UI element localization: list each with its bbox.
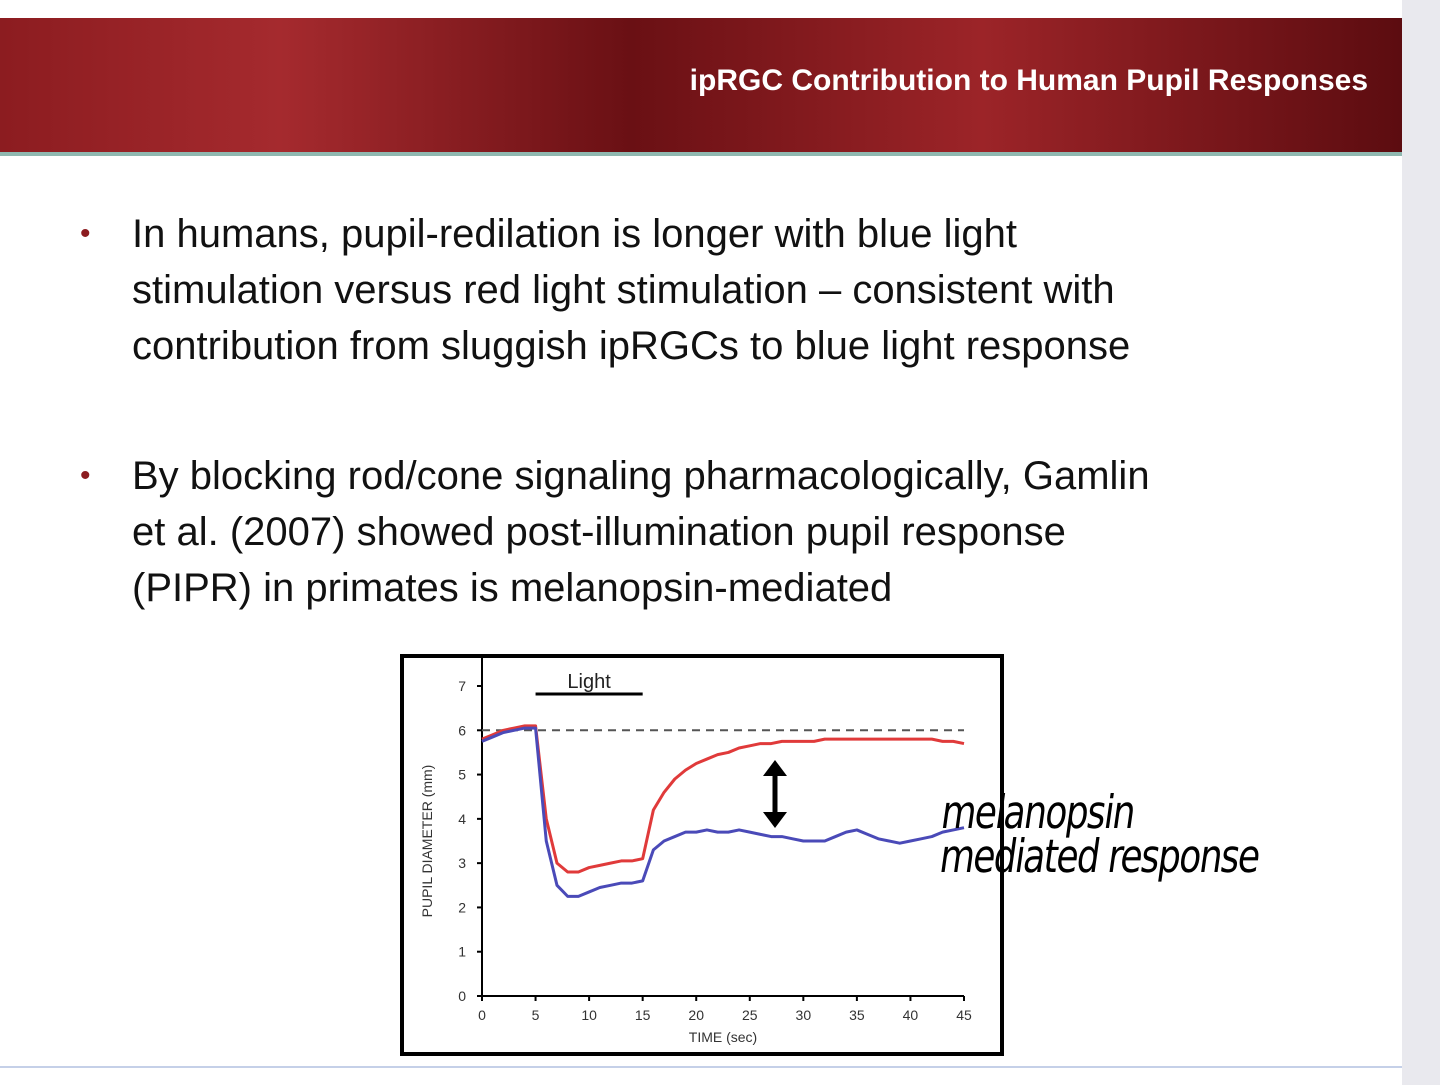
y-tick-label: 7 <box>458 678 466 694</box>
x-tick-label: 15 <box>635 1007 651 1023</box>
bullet-line: contribution from sluggish ipRGCs to blu… <box>132 324 1131 368</box>
note-line: melanopsin <box>938 785 1138 839</box>
x-tick-label: 10 <box>581 1007 597 1023</box>
note-line: mediated response <box>936 829 1263 883</box>
bullet-line: et al. (2007) showed post-illumination p… <box>132 510 1066 554</box>
x-tick-label: 30 <box>796 1007 812 1023</box>
x-axis-label: TIME (sec) <box>689 1029 757 1045</box>
x-tick-label: 25 <box>742 1007 758 1023</box>
chart-frame <box>400 654 1004 1056</box>
bullet-line: By blocking rod/cone signaling pharmacol… <box>132 454 1150 498</box>
handwritten-note: melanopsin mediated response <box>933 785 1269 883</box>
y-tick-label: 6 <box>458 722 466 738</box>
x-tick-label: 45 <box>956 1007 972 1023</box>
x-tick-label: 40 <box>903 1007 919 1023</box>
slide-title: ipRGC Contribution to Human Pupil Respon… <box>689 64 1368 97</box>
y-tick-label: 2 <box>458 899 466 915</box>
x-tick-label: 20 <box>688 1007 704 1023</box>
y-tick-label: 4 <box>458 811 466 827</box>
x-tick-label: 0 <box>478 1007 486 1023</box>
y-tick-label: 0 <box>458 988 466 1004</box>
bullet-dot: • <box>80 459 91 492</box>
bullet-dot: • <box>80 217 91 250</box>
bullet: • In humans, pupil-redilation is longer … <box>80 206 1130 374</box>
side-strip <box>1402 0 1440 1085</box>
y-axis-label: PUPIL DIAMETER (mm) <box>419 765 435 918</box>
light-label: Light <box>567 671 611 693</box>
difference-arrow <box>763 760 787 828</box>
header-band: ipRGC Contribution to Human Pupil Respon… <box>0 18 1402 156</box>
footer-line <box>0 1066 1402 1068</box>
bullet-line: (PIPR) in primates is melanopsin-mediate… <box>132 566 893 610</box>
series-line <box>481 726 965 898</box>
y-tick-label: 1 <box>458 944 466 960</box>
y-tick-label: 3 <box>458 855 466 871</box>
x-tick-label: 35 <box>849 1007 865 1023</box>
bullet-line: stimulation versus red light stimulation… <box>132 268 1115 312</box>
y-tick-label: 5 <box>458 767 466 783</box>
series-line <box>481 724 965 874</box>
bullet-line: In humans, pupil-redilation is longer wi… <box>132 212 1017 256</box>
x-tick-label: 5 <box>532 1007 540 1023</box>
bullet: • By blocking rod/cone signaling pharmac… <box>80 448 1150 616</box>
